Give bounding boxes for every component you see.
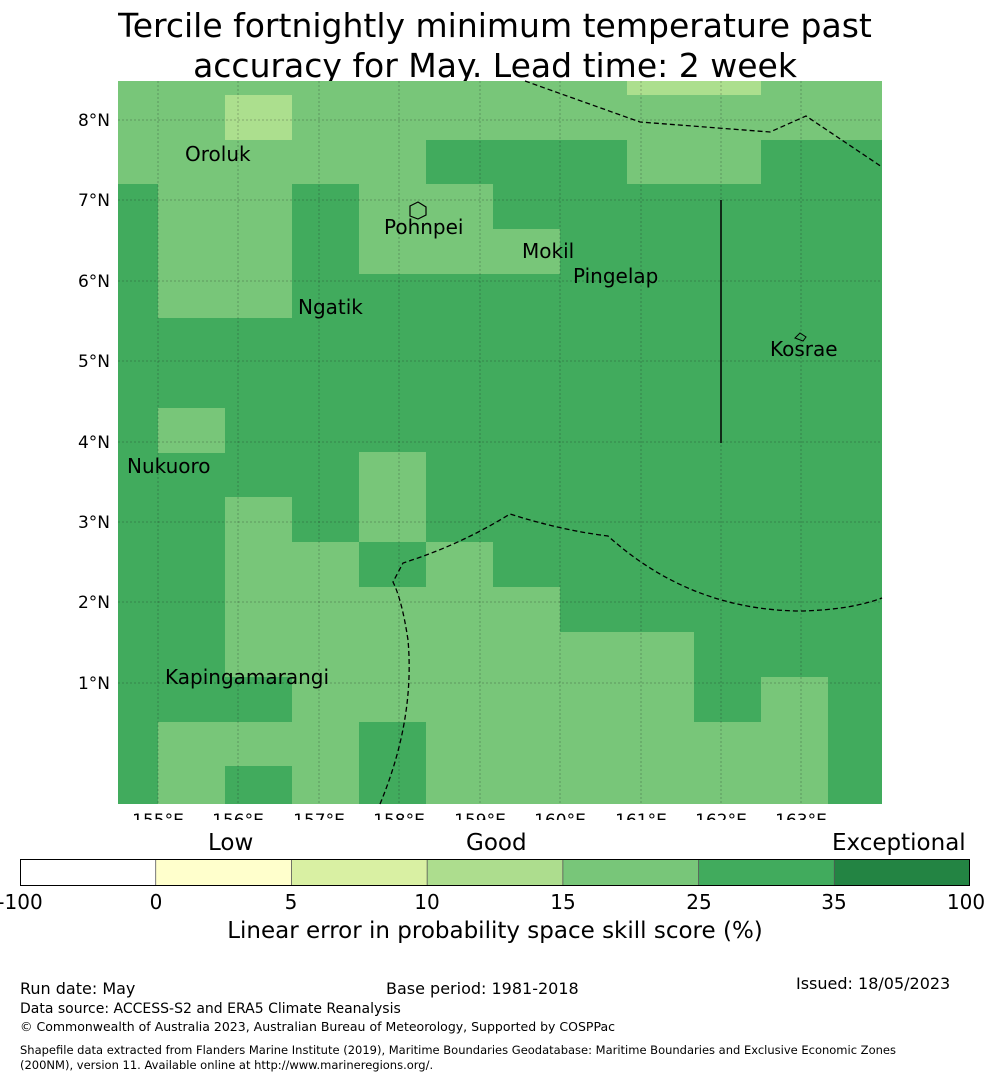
tick-0: 0 (149, 890, 163, 914)
lon-tick-161e: 161°E (615, 811, 667, 820)
map-title: Tercile fortnightly minimum temperature … (0, 6, 990, 86)
place-ngatik: Ngatik (298, 295, 363, 319)
lon-tick-162e: 162°E (695, 811, 747, 820)
tick-100: 100 (946, 890, 986, 914)
place-mokil: Mokil (522, 239, 574, 263)
tick-35: 35 (821, 890, 847, 914)
lon-tick-156e: 156°E (212, 811, 264, 820)
title-line-1: Tercile fortnightly minimum temperature … (118, 6, 872, 45)
skill-map: 8°N 7°N 6°N 5°N 4°N 3°N 2°N 1°N 155°E 15… (78, 80, 883, 820)
lon-tick-163e: 163°E (775, 811, 827, 820)
colorbar-segment-5 (698, 859, 835, 886)
tick-15: 15 (550, 890, 576, 914)
shapefile-credit-line-1: Shapefile data extracted from Flanders M… (20, 1043, 896, 1057)
place-pingelap: Pingelap (573, 264, 658, 288)
place-kapingamarangi: Kapingamarangi (165, 665, 329, 689)
lat-tick-7n: 7°N (78, 191, 110, 211)
lon-tick-158e: 158°E (373, 811, 425, 820)
lat-tick-4n: 4°N (78, 433, 110, 453)
tick-5: 5 (284, 890, 298, 914)
tick-minus-100: -100 (0, 890, 43, 914)
place-kosrae: Kosrae (770, 337, 838, 361)
colorbar-segment-4 (562, 859, 700, 886)
kosrae-island-shape (794, 332, 807, 342)
skill-cells (118, 81, 882, 804)
title-line-2: accuracy for May. Lead time: 2 week (193, 46, 797, 85)
colorbar (20, 859, 970, 886)
category-good: Good (466, 830, 527, 856)
lat-tick-3n: 3°N (78, 513, 110, 533)
lon-tick-157e: 157°E (293, 811, 345, 820)
colorbar-segment-3 (427, 859, 564, 886)
colorbar-label: Linear error in probability space skill … (227, 918, 763, 944)
lon-tick-160e: 160°E (534, 811, 586, 820)
category-low: Low (208, 830, 254, 856)
place-oroluk: Oroluk (185, 142, 251, 166)
category-exceptional: Exceptional (832, 830, 966, 856)
data-source: Data source: ACCESS-S2 and ERA5 Climate … (20, 1001, 401, 1017)
lat-tick-6n: 6°N (78, 272, 110, 292)
run-date: Run date: May (20, 979, 136, 998)
tick-25: 25 (686, 890, 712, 914)
pohnpei-island-shape (409, 201, 427, 220)
place-nukuoro: Nukuoro (127, 454, 211, 478)
colorbar-segment-6 (834, 859, 970, 886)
lon-tick-159e: 159°E (454, 811, 506, 820)
eez-boundaries (379, 80, 883, 805)
shapefile-credit-line-2: (200NM), version 11. Available online at… (20, 1058, 434, 1072)
base-period: Base period: 1981-2018 (386, 979, 579, 998)
graticule (118, 81, 882, 804)
colorbar-segment-0 (20, 859, 157, 886)
colorbar-segment-2 (291, 859, 428, 886)
lat-tick-8n: 8°N (78, 111, 110, 131)
copyright: © Commonwealth of Australia 2023, Austra… (20, 1019, 615, 1034)
issued-date: Issued: 18/05/2023 (796, 974, 951, 993)
place-pohnpei: Pohnpei (384, 215, 464, 239)
lon-tick-155e: 155°E (132, 811, 184, 820)
lat-tick-2n: 2°N (78, 593, 110, 613)
tick-10: 10 (414, 890, 440, 914)
lat-tick-1n: 1°N (78, 674, 110, 694)
lat-tick-5n: 5°N (78, 352, 110, 372)
colorbar-segment-1 (155, 859, 292, 886)
